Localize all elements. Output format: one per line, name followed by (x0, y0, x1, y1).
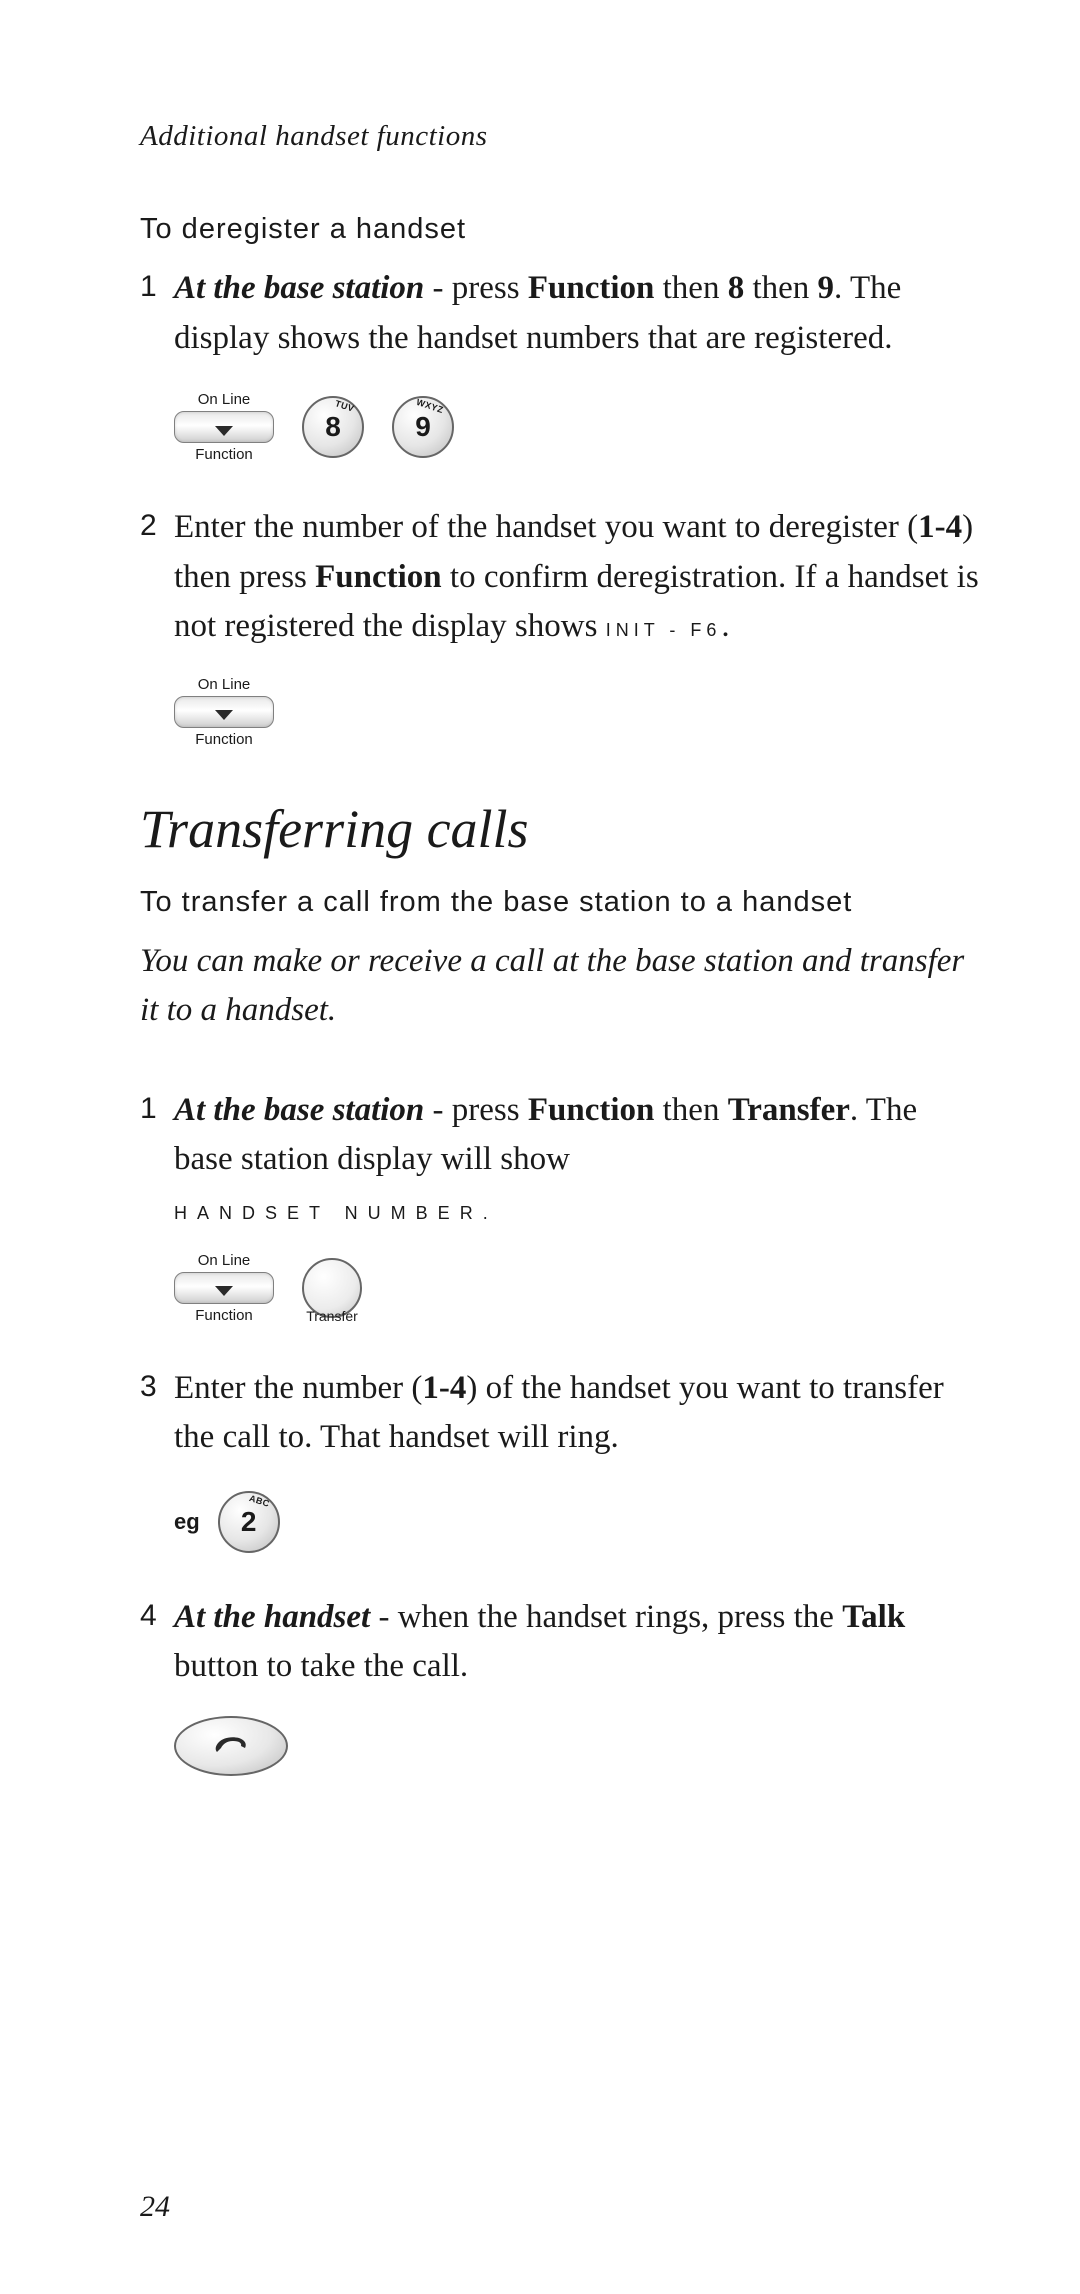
keypad-9-icon: WXYZ 9 (392, 396, 454, 458)
key-digit: 9 (415, 411, 431, 443)
display-code: HANDSET NUMBER. (174, 1203, 980, 1224)
heading-transferring-calls: Transferring calls (140, 798, 980, 860)
step-b3: 3 Enter the number (1-4) of the handset … (140, 1364, 980, 1463)
key-row-2: On Line Function (174, 676, 980, 748)
key-digit: 8 (325, 411, 341, 443)
step-text: Enter the number of the handset you want… (174, 503, 980, 652)
text: then (654, 1092, 727, 1128)
key-row-3: On Line Function Transfer (174, 1252, 980, 1324)
step-text: At the base station - press Function the… (174, 264, 980, 363)
text: Enter the number ( (174, 1370, 422, 1406)
step-number: 3 (140, 1364, 174, 1404)
key-8-text: 8 (728, 270, 745, 306)
handset-lead: At the handset (174, 1599, 370, 1635)
step-number: 1 (140, 264, 174, 304)
keypad-8-icon: TUV 8 (302, 396, 364, 458)
text: then (654, 270, 727, 306)
intro-paragraph: You can make or receive a call at the ba… (140, 937, 980, 1036)
step-b1: 1 At the base station - press Function t… (140, 1086, 980, 1185)
talk-button-icon (174, 1716, 288, 1776)
text: . (721, 608, 729, 644)
online-label: On Line (198, 1252, 251, 1269)
transfer-button-icon: Transfer (302, 1258, 362, 1318)
text: - press (424, 270, 528, 306)
function-button-icon: On Line Function (174, 1252, 274, 1324)
section-title-deregister: To deregister a handset (140, 213, 980, 246)
step-number: 2 (140, 503, 174, 543)
function-word: Function (528, 1092, 655, 1128)
eg-label: eg (174, 1509, 200, 1535)
key-digit: 2 (241, 1506, 257, 1538)
function-word: Function (315, 559, 442, 595)
step-1: 1 At the base station - press Function t… (140, 264, 980, 363)
range: 1-4 (422, 1370, 466, 1406)
step-number: 1 (140, 1086, 174, 1126)
running-head: Additional handset functions (140, 120, 980, 153)
text: - press (424, 1092, 528, 1128)
function-word: Function (528, 270, 655, 306)
page-number: 24 (140, 2190, 170, 2224)
handset-icon (211, 1734, 251, 1758)
pill-icon (174, 696, 274, 728)
pill-icon (174, 1272, 274, 1304)
step-2: 2 Enter the number of the handset you wa… (140, 503, 980, 652)
range: 1-4 (918, 509, 962, 545)
function-label: Function (195, 1307, 253, 1324)
example-row: eg ABC 2 (174, 1491, 980, 1553)
key-9-text: 9 (818, 270, 835, 306)
keypad-2-icon: ABC 2 (218, 1491, 280, 1553)
text: button to take the call. (174, 1648, 468, 1684)
transfer-word: Transfer (728, 1092, 850, 1128)
transfer-label: Transfer (306, 1308, 358, 1324)
function-button-icon: On Line Function (174, 676, 274, 748)
text: - when the handset rings, press the (370, 1599, 842, 1635)
step-text: At the handset - when the handset rings,… (174, 1593, 980, 1692)
manual-page: Additional handset functions To deregist… (0, 0, 1080, 2294)
step-b4: 4 At the handset - when the handset ring… (140, 1593, 980, 1692)
text: then (744, 270, 817, 306)
function-label: Function (195, 446, 253, 463)
step-text: Enter the number (1-4) of the handset yo… (174, 1364, 980, 1463)
step-text: At the base station - press Function the… (174, 1086, 980, 1185)
function-label: Function (195, 731, 253, 748)
text: Enter the number of the handset you want… (174, 509, 918, 545)
function-button-icon: On Line Function (174, 391, 274, 463)
online-label: On Line (198, 676, 251, 693)
base-station-lead: At the base station (174, 1092, 424, 1128)
step-number: 4 (140, 1593, 174, 1633)
pill-icon (174, 411, 274, 443)
section-title-transfer: To transfer a call from the base station… (140, 886, 980, 919)
talk-word: Talk (842, 1599, 905, 1635)
online-label: On Line (198, 391, 251, 408)
lcd-code: INIT - F6 (606, 620, 722, 640)
key-row-1: On Line Function TUV 8 WXYZ 9 (174, 391, 980, 463)
base-station-lead: At the base station (174, 270, 424, 306)
